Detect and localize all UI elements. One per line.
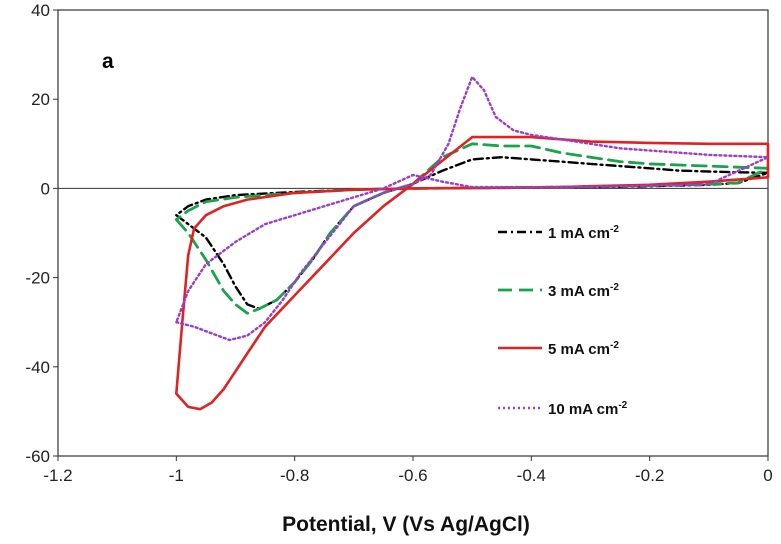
x-tick-label: 0 (763, 466, 772, 485)
y-tick-label: -40 (25, 358, 50, 377)
panel-label: a (102, 50, 114, 73)
series-line-3 (175, 135, 770, 411)
y-tick-label: -20 (25, 269, 50, 288)
legend-label-exponent: -2 (610, 340, 619, 351)
y-tick-label: 20 (31, 90, 50, 109)
series-line-4 (175, 75, 770, 342)
y-tick-label: 0 (41, 179, 50, 198)
legend-label-exponent: -2 (610, 224, 619, 235)
x-axis-title: Potential, V (Vs Ag/AgCl) (282, 513, 530, 536)
x-tick-label: -0.4 (517, 466, 546, 485)
legend-label-4: 10 mA cm-2 (548, 400, 628, 418)
x-tick-label: -1 (169, 466, 184, 485)
y-tick-label: 40 (31, 1, 50, 20)
x-tick-label: -0.2 (635, 466, 664, 485)
legend-label-1: 1 mA cm-2 (548, 224, 619, 242)
y-tick-label: -60 (25, 447, 50, 466)
x-tick-label: -1.2 (43, 466, 72, 485)
x-tick-label: -0.8 (280, 466, 309, 485)
legend-label-2: 3 mA cm-2 (548, 282, 619, 300)
x-tick-label: -0.6 (398, 466, 427, 485)
legend: 1 mA cm-2 3 mA cm-2 5 mA cm-2 10 mA cm-2 (498, 224, 628, 418)
legend-label-exponent: -2 (618, 400, 627, 411)
legend-label-exponent: -2 (610, 282, 619, 293)
legend-label-3: 5 mA cm-2 (548, 340, 619, 358)
